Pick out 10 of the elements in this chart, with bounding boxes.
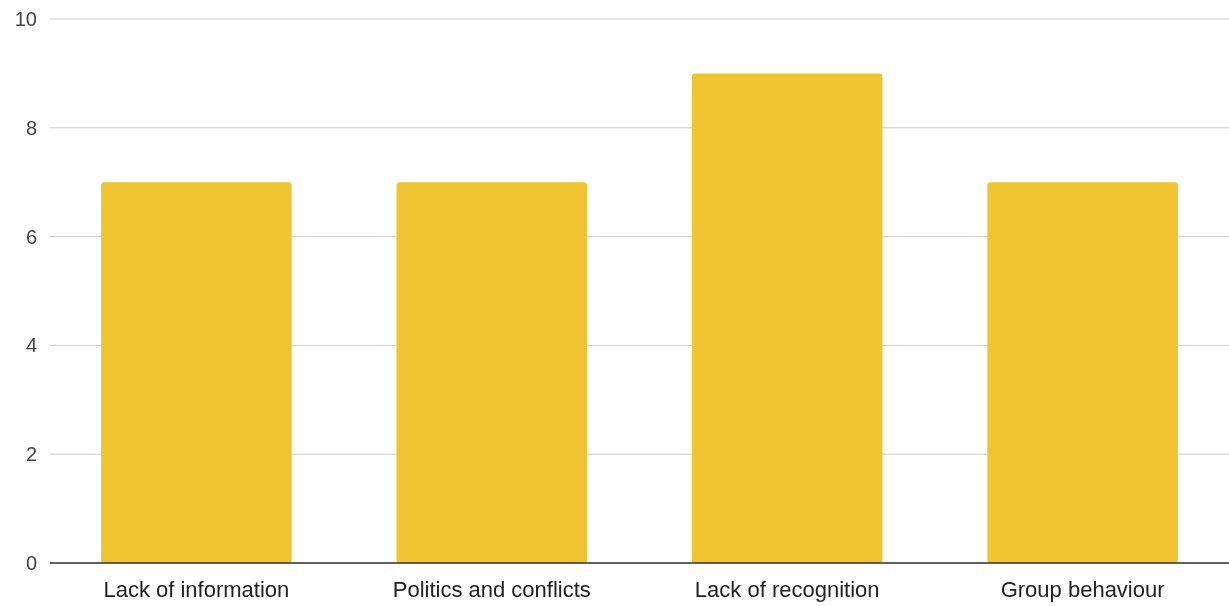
y-tick-label: 2 [25,443,37,466]
x-tick-label: Lack of recognition [694,576,880,602]
y-tick-label: 8 [25,116,37,139]
x-tick-label: Politics and conflicts [392,576,591,602]
x-tick-label: Lack of information [103,576,290,602]
x-tick-label: Group behaviour [1000,576,1165,602]
y-tick-label: 6 [25,225,37,248]
y-tick-label: 0 [25,552,37,574]
y-tick-label: 4 [25,334,37,357]
y-tick-label: 10 [14,8,37,30]
